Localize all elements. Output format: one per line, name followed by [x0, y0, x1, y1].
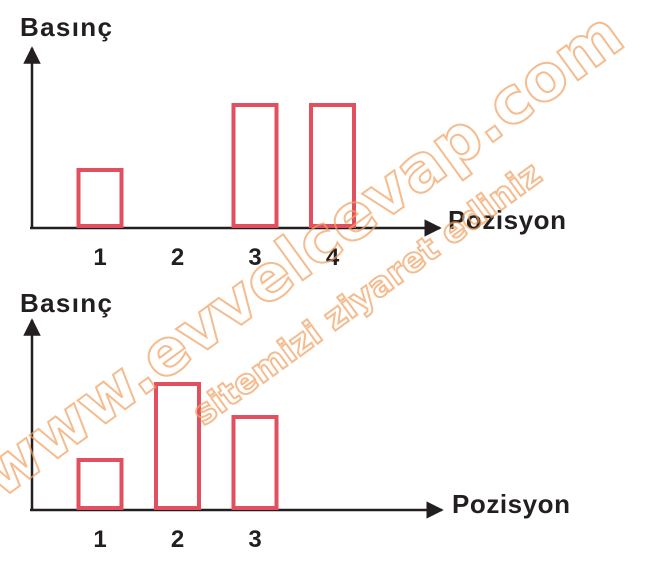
- bar: [231, 103, 279, 228]
- x-tick-label: 3: [248, 244, 261, 271]
- x-axis-title: Pozisyon: [452, 489, 570, 519]
- x-tick-label: 1: [93, 526, 106, 553]
- x-tick-label: 2: [171, 244, 184, 271]
- x-tick-label: 3: [248, 526, 261, 553]
- x-tick-label: 1: [93, 244, 106, 271]
- bar: [231, 415, 279, 510]
- bar: [154, 382, 201, 510]
- bar: [76, 458, 124, 510]
- charts: Basınç Pozisyon 1 2 3 4 Basınç Pozisyon 1 2 3: [20, 12, 570, 553]
- bar: [76, 168, 124, 228]
- x-axis-title: Pozisyon: [448, 205, 566, 235]
- x-tick-label: 4: [326, 244, 340, 271]
- y-axis-title: Basınç: [20, 12, 112, 42]
- bar: [309, 103, 356, 228]
- y-axis-title: Basınç: [20, 288, 112, 318]
- x-tick-label: 2: [171, 526, 184, 553]
